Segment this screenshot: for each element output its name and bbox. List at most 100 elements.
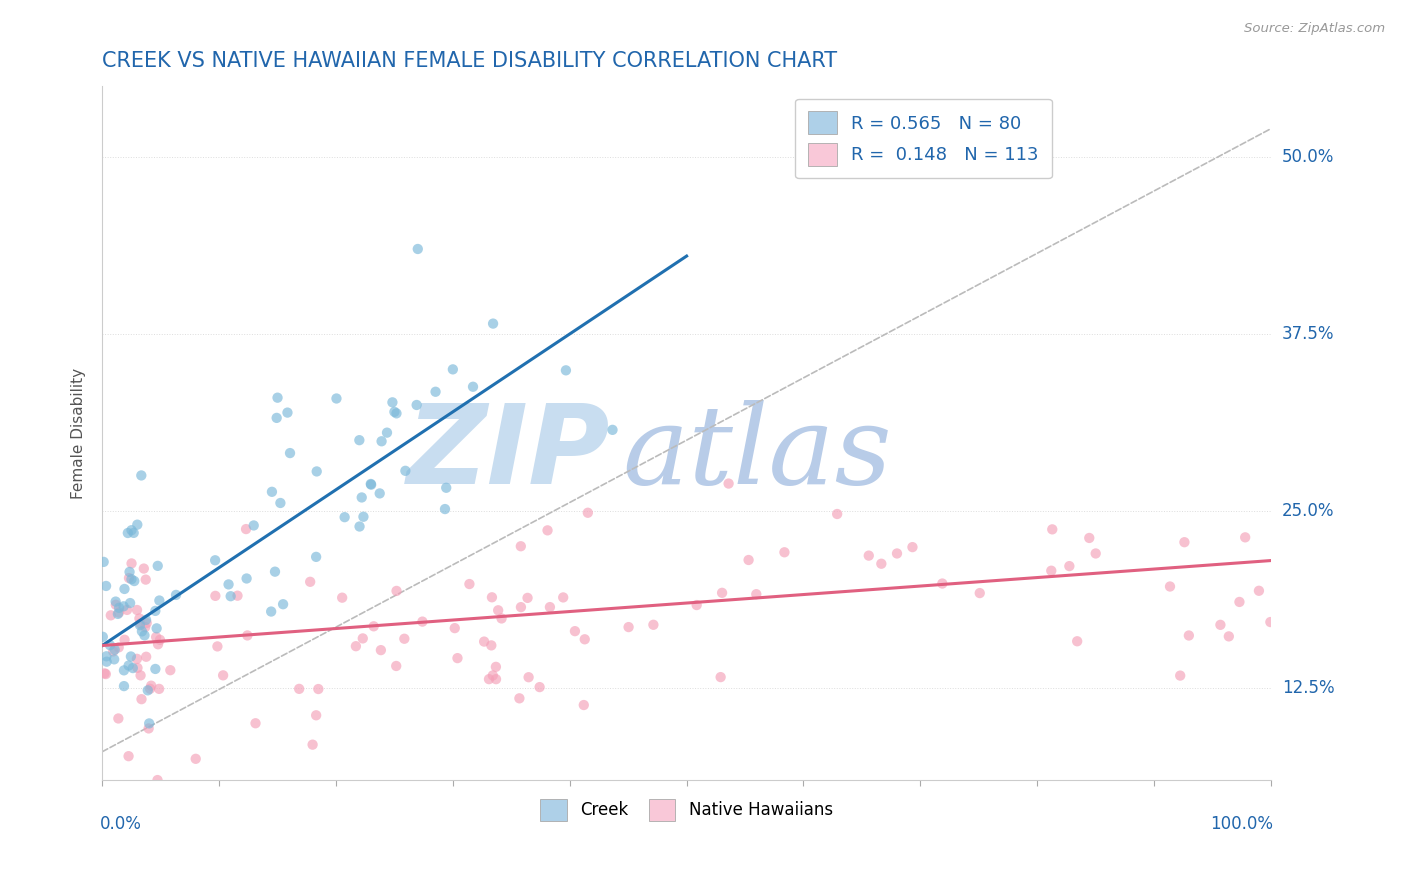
Point	[236, 628, 259, 642]
Point	[146, 558, 169, 573]
Text: 100.0%: 100.0%	[1211, 814, 1274, 833]
Text: 50.0%: 50.0%	[1282, 148, 1334, 166]
Point	[212, 668, 235, 682]
Point	[478, 672, 501, 686]
Point	[245, 716, 267, 731]
Point	[165, 588, 187, 602]
Text: ZIP: ZIP	[408, 401, 610, 508]
Text: CREEK VS NATIVE HAWAIIAN FEMALE DISABILITY CORRELATION CHART: CREEK VS NATIVE HAWAIIAN FEMALE DISABILI…	[103, 51, 838, 70]
Point	[145, 630, 167, 644]
Point	[260, 605, 283, 619]
Y-axis label: Female Disability: Female Disability	[72, 368, 86, 499]
Point	[1066, 634, 1088, 648]
Point	[96, 655, 118, 669]
Point	[858, 549, 880, 563]
Point	[135, 613, 157, 627]
Point	[385, 406, 408, 420]
Point	[131, 468, 153, 483]
Point	[135, 649, 157, 664]
Point	[1260, 615, 1282, 629]
Point	[125, 652, 148, 666]
Point	[352, 509, 374, 524]
Point	[269, 496, 291, 510]
Point	[1159, 580, 1181, 594]
Point	[485, 672, 508, 686]
Point	[538, 600, 561, 615]
Point	[305, 708, 328, 723]
Point	[112, 664, 135, 678]
Point	[370, 434, 392, 449]
Point	[572, 698, 595, 712]
Point	[381, 395, 404, 409]
Point	[1040, 564, 1063, 578]
Point	[886, 546, 908, 560]
Text: 0.0%: 0.0%	[100, 814, 142, 833]
Point	[121, 661, 143, 675]
Point	[108, 606, 131, 620]
Point	[576, 506, 599, 520]
Point	[242, 518, 264, 533]
Point	[145, 662, 167, 676]
Point	[870, 557, 893, 571]
Point	[482, 317, 505, 331]
Point	[446, 651, 468, 665]
Point	[931, 576, 953, 591]
Point	[146, 637, 169, 651]
Point	[375, 425, 398, 440]
Point	[553, 591, 575, 605]
Point	[564, 624, 586, 639]
Point	[330, 591, 353, 605]
Point	[122, 574, 145, 588]
Point	[481, 591, 503, 605]
Point	[264, 565, 287, 579]
Point	[394, 464, 416, 478]
Point	[508, 691, 530, 706]
Point	[349, 433, 371, 447]
Point	[114, 632, 136, 647]
Point	[117, 658, 139, 673]
Point	[288, 681, 311, 696]
Point	[107, 711, 129, 725]
Point	[218, 577, 240, 591]
Point	[434, 481, 457, 495]
Point	[235, 522, 257, 536]
Point	[825, 507, 848, 521]
Point	[349, 519, 371, 533]
Point	[148, 681, 170, 696]
Point	[461, 380, 484, 394]
Point	[360, 477, 382, 491]
Point	[441, 362, 464, 376]
Point	[104, 594, 127, 608]
Point	[1209, 617, 1232, 632]
Point	[901, 540, 924, 554]
Point	[207, 640, 229, 654]
Point	[472, 634, 495, 648]
Point	[128, 611, 150, 625]
Point	[516, 591, 538, 605]
Point	[301, 738, 323, 752]
Point	[307, 681, 329, 696]
Point	[146, 773, 169, 788]
Text: Source: ZipAtlas.com: Source: ZipAtlas.com	[1244, 22, 1385, 36]
Point	[184, 752, 207, 766]
Point	[1084, 546, 1107, 560]
Text: 37.5%: 37.5%	[1282, 325, 1334, 343]
Point	[710, 670, 733, 684]
Point	[266, 391, 288, 405]
Point	[425, 384, 447, 399]
Point	[125, 603, 148, 617]
Point	[136, 683, 159, 698]
Point	[773, 545, 796, 559]
Point	[94, 667, 117, 681]
Point	[129, 618, 152, 632]
Point	[479, 639, 502, 653]
Point	[235, 572, 257, 586]
Point	[1173, 535, 1195, 549]
Point	[411, 615, 433, 629]
Point	[352, 632, 374, 646]
Point	[121, 557, 143, 571]
Point	[1078, 531, 1101, 545]
Point	[276, 406, 298, 420]
Point	[103, 644, 125, 658]
Point	[1040, 522, 1063, 536]
